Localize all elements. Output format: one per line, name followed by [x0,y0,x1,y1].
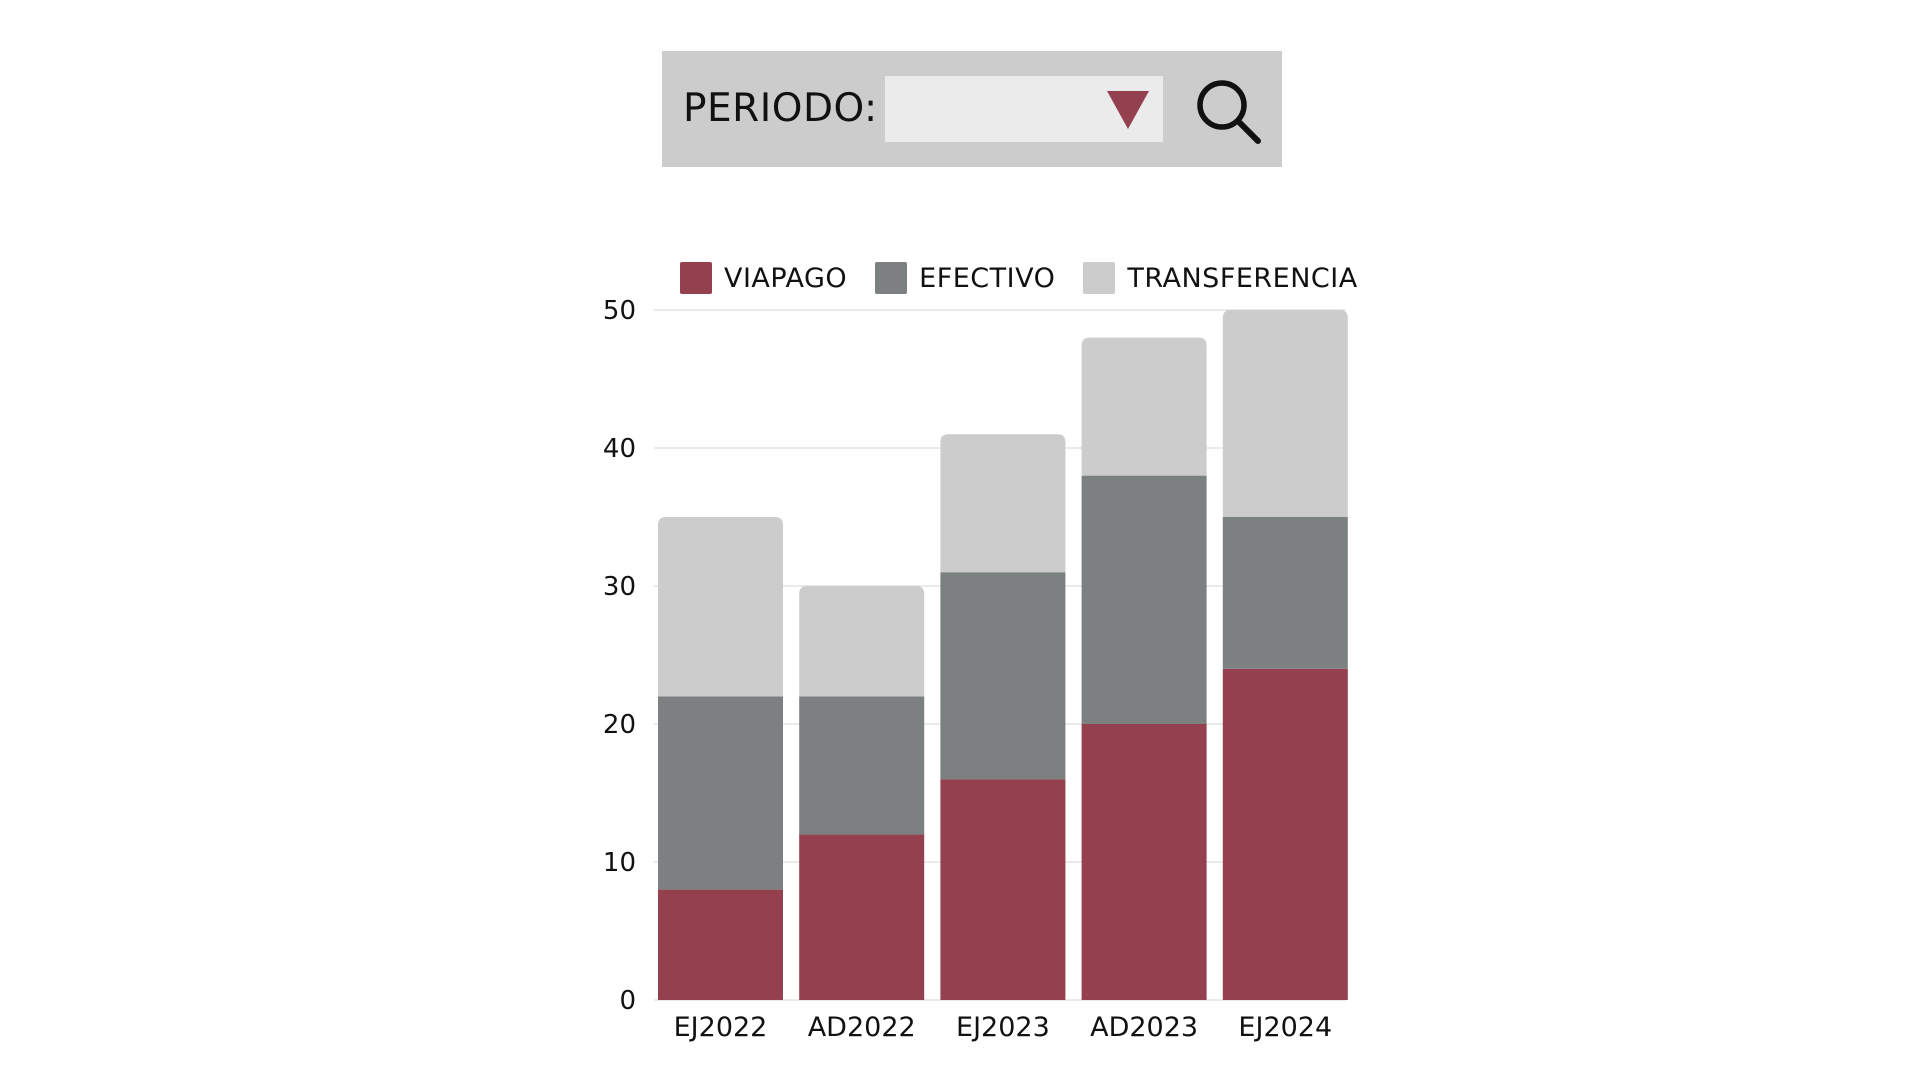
x-tick-label: AD2023 [1090,1012,1198,1043]
y-tick-label: 30 [603,572,636,602]
bar-segment-transferencia [1081,337,1207,476]
legend-label: TRANSFERENCIA [1127,262,1358,294]
x-tick-label: EJ2023 [956,1012,1050,1043]
bar-segment-viapago [658,889,783,1000]
chevron-down-icon[interactable] [1107,91,1149,129]
y-tick-label: 40 [603,434,636,464]
period-select[interactable] [885,76,1163,142]
bar-segment-transferencia [658,517,783,697]
bar-segment-viapago [1222,668,1348,1000]
legend-label: VIAPAGO [724,262,848,294]
period-label: PERIODO: [683,86,878,131]
y-tick-label: 10 [603,848,636,878]
x-tick-label: AD2022 [808,1012,916,1043]
y-tick-label: 20 [603,710,636,740]
y-tick-label: 0 [619,986,636,1016]
x-tick-label: EJ2022 [674,1012,768,1043]
search-button[interactable] [1192,75,1266,149]
legend-label: EFECTIVO [919,262,1056,294]
search-icon[interactable] [1192,75,1266,149]
bar-segment-viapago [799,834,925,1000]
legend-item: VIAPAGO [680,262,847,294]
bar-segment-efectivo [658,696,783,890]
bar-segment-viapago [940,779,1066,1000]
legend-swatch [680,262,712,294]
legend-item: TRANSFERENCIA [1083,262,1357,294]
bar-segment-efectivo [1081,475,1207,724]
legend-item: EFECTIVO [875,262,1055,294]
bar-segment-transferencia [1222,310,1348,517]
y-tick-label: 50 [603,296,636,326]
bar-segment-efectivo [940,572,1066,780]
chart-legend: VIAPAGO EFECTIVO TRANSFERENCIA [680,258,1386,298]
legend-swatch [1083,262,1116,294]
bar-segment-efectivo [1222,517,1348,669]
bar-segment-efectivo [799,696,925,835]
period-filter-bar: PERIODO: [662,51,1282,167]
bar-segment-transferencia [799,586,925,697]
legend-swatch [875,262,908,294]
bar-segment-transferencia [940,434,1066,573]
x-tick-label: EJ2024 [1238,1012,1332,1043]
bar-segment-viapago [1081,724,1207,1000]
